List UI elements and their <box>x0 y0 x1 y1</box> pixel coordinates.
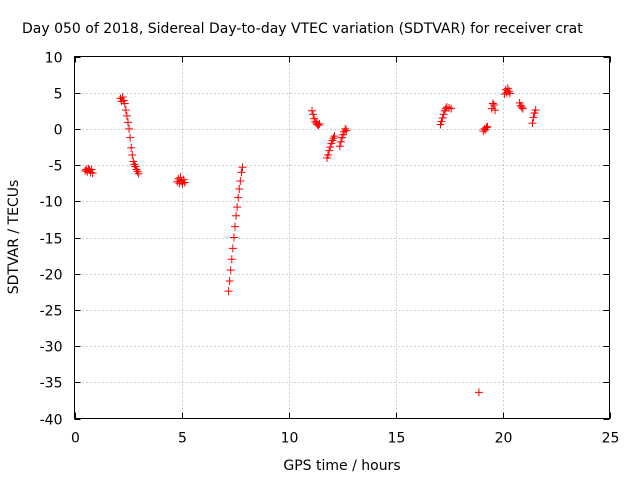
axis-ticks <box>74 56 611 420</box>
data-point <box>439 110 448 119</box>
data-point <box>315 119 324 128</box>
y-tick-label: -25 <box>40 304 63 320</box>
chart-title: Day 050 of 2018, Sidereal Day-to-day VTE… <box>22 21 583 37</box>
y-axis-label: SDTVAR / TECUs <box>6 180 22 295</box>
data-point <box>224 287 233 296</box>
data-point <box>329 134 338 143</box>
x-tick-label: 20 <box>495 431 513 447</box>
data-points <box>81 84 540 397</box>
y-tick-label: -10 <box>40 195 63 211</box>
data-point <box>325 146 334 155</box>
data-point <box>529 113 538 122</box>
data-point <box>126 133 135 142</box>
data-point <box>232 211 241 220</box>
x-tick-label: 10 <box>281 431 299 447</box>
data-point <box>308 106 317 115</box>
data-point <box>491 106 500 115</box>
data-point <box>531 106 540 115</box>
data-point <box>124 118 132 127</box>
x-tick-label: 5 <box>178 431 187 447</box>
data-point <box>225 276 234 285</box>
data-point <box>235 184 244 193</box>
data-point <box>125 124 134 133</box>
data-point <box>326 143 335 151</box>
data-point <box>442 103 451 112</box>
data-point <box>437 117 446 126</box>
data-point <box>309 110 318 119</box>
data-point <box>238 163 247 172</box>
data-point <box>133 167 142 176</box>
data-point <box>341 124 350 133</box>
data-point <box>233 203 242 212</box>
data-point <box>489 101 498 110</box>
data-point <box>134 169 143 178</box>
data-point <box>445 103 453 112</box>
y-tick-label: -20 <box>40 268 63 284</box>
data-point <box>335 142 344 151</box>
data-point <box>237 168 246 177</box>
data-point <box>324 150 333 159</box>
data-point <box>447 104 456 113</box>
data-point <box>528 119 537 128</box>
data-point <box>518 104 527 113</box>
y-tick-label: 10 <box>45 51 63 67</box>
y-tick-label: 0 <box>54 123 63 139</box>
data-point <box>342 126 351 135</box>
y-tick-label: -40 <box>40 413 63 429</box>
data-point <box>487 104 496 113</box>
data-point <box>180 178 189 187</box>
data-point <box>502 88 511 97</box>
grid-lines <box>74 56 610 419</box>
data-point <box>227 255 236 264</box>
data-point <box>483 122 492 131</box>
data-point <box>313 120 322 129</box>
data-point <box>500 90 509 99</box>
data-point <box>314 121 323 130</box>
x-axis-label: GPS time / hours <box>283 458 400 474</box>
data-point <box>127 143 136 152</box>
y-tick-label: -30 <box>40 340 63 356</box>
data-point <box>330 132 339 141</box>
data-point <box>474 388 483 397</box>
data-point <box>517 103 526 112</box>
data-point <box>84 164 93 173</box>
plot-frame <box>74 56 610 419</box>
x-tick-label: 0 <box>71 431 80 447</box>
data-point <box>128 150 137 159</box>
y-tick-label: 5 <box>54 87 63 103</box>
data-point <box>226 266 235 275</box>
data-point <box>178 179 187 188</box>
y-tick-label: -5 <box>49 159 63 175</box>
x-tick-label: 25 <box>602 431 620 447</box>
y-tick-label: -35 <box>40 376 63 392</box>
data-point <box>438 114 447 123</box>
data-point <box>488 99 497 108</box>
data-point <box>482 123 491 132</box>
tick-labels: 0 5 10 15 20 25 10 5 0 -5 -10 -15 -20 -25 -30 -35 -40 <box>40 51 620 447</box>
data-point <box>120 99 129 108</box>
data-point <box>236 177 245 186</box>
x-tick-label: 15 <box>388 431 406 447</box>
data-point <box>234 193 243 202</box>
data-point <box>121 106 130 115</box>
data-point <box>505 89 514 98</box>
data-point <box>336 137 345 146</box>
data-point <box>231 222 239 231</box>
data-point <box>228 244 237 253</box>
data-point <box>229 233 238 242</box>
data-point <box>122 111 131 120</box>
y-tick-label: -15 <box>40 232 63 248</box>
data-point <box>87 165 96 174</box>
data-point <box>118 93 127 102</box>
data-point <box>88 169 97 178</box>
